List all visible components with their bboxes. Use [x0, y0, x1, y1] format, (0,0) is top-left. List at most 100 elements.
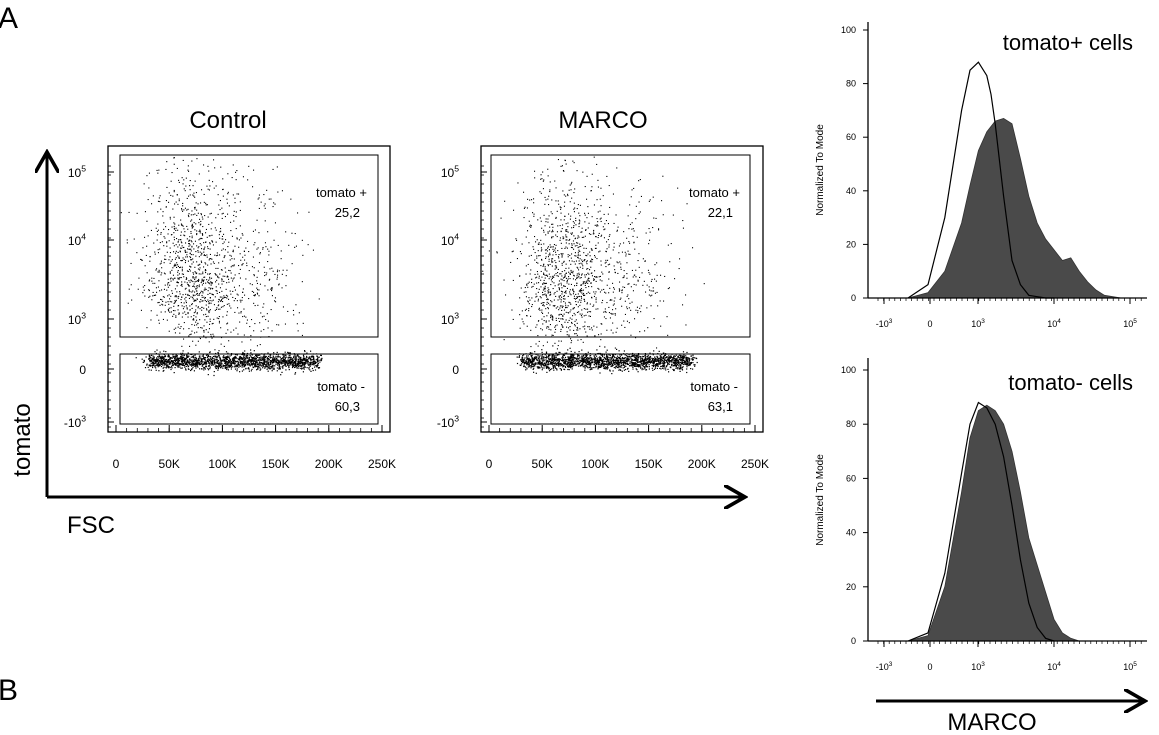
event-dot: [636, 365, 638, 367]
event-dot: [169, 284, 171, 286]
event-dot: [177, 365, 179, 367]
event-dot: [210, 360, 212, 362]
event-dot: [210, 333, 212, 335]
event-dot: [534, 351, 536, 353]
event-dot: [208, 189, 210, 191]
event-dot: [211, 293, 213, 295]
event-dot: [199, 218, 201, 220]
event-dot: [667, 357, 669, 359]
event-dot: [574, 351, 576, 353]
event-dot: [529, 352, 531, 354]
event-dot: [569, 363, 571, 365]
event-dot: [185, 365, 187, 367]
event-dot: [253, 244, 255, 246]
event-dot: [686, 364, 689, 366]
gate-percent-negative: 60,3: [335, 399, 360, 414]
event-dot: [541, 367, 544, 369]
event-dot: [608, 363, 610, 365]
event-dot: [273, 359, 275, 361]
event-dot: [664, 359, 666, 361]
event-dot: [672, 359, 674, 361]
event-dot: [217, 275, 219, 277]
event-dot: [308, 358, 310, 360]
event-dot: [234, 362, 236, 364]
event-dot: [148, 296, 150, 298]
event-dot: [164, 355, 167, 357]
event-dot: [645, 364, 647, 366]
event-dot: [185, 302, 187, 304]
event-dot: [136, 252, 138, 254]
event-dot: [182, 257, 184, 259]
event-dot: [251, 368, 253, 370]
event-dot: [215, 286, 217, 288]
event-dot: [173, 251, 175, 253]
event-dot: [310, 350, 312, 352]
event-dot: [154, 361, 157, 363]
event-dot: [221, 280, 223, 282]
event-dot: [533, 358, 535, 360]
event-dot: [191, 307, 193, 309]
event-dot: [174, 277, 176, 279]
event-dot: [644, 355, 646, 357]
event-dot: [205, 202, 207, 204]
event-dot: [686, 359, 688, 361]
event-dot: [552, 361, 554, 364]
event-dot: [221, 296, 223, 298]
event-dot: [195, 367, 197, 369]
event-dot: [285, 285, 287, 287]
event-dot: [149, 256, 151, 258]
event-dot: [209, 357, 211, 359]
event-dot: [175, 354, 177, 356]
event-dot: [528, 364, 530, 366]
event-dot: [284, 351, 286, 353]
event-dot: [303, 361, 305, 363]
event-dot: [174, 300, 176, 302]
event-dot: [597, 360, 599, 362]
event-dot: [171, 172, 173, 174]
event-dot: [247, 359, 250, 361]
event-dot: [220, 228, 222, 230]
event-dot: [294, 365, 296, 367]
event-dot: [533, 356, 535, 358]
event-dot: [298, 312, 300, 314]
event-dot: [206, 254, 208, 256]
event-dot: [151, 364, 153, 366]
event-dot: [544, 364, 546, 366]
x-axis-label: FSC: [67, 512, 115, 539]
event-dot: [648, 368, 650, 370]
event-dot: [632, 363, 635, 365]
event-dot: [523, 364, 525, 366]
event-dot: [226, 356, 229, 359]
event-dot: [200, 223, 202, 225]
event-dot: [315, 353, 318, 355]
event-dot: [264, 285, 266, 287]
y-tick-label: -103: [64, 414, 86, 430]
event-dot: [304, 362, 306, 364]
event-dot: [205, 288, 207, 290]
event-dot: [189, 252, 191, 254]
event-dot: [618, 365, 621, 367]
event-dot: [198, 222, 200, 224]
event-dot: [221, 235, 223, 237]
event-dot: [207, 315, 209, 317]
event-dot: [299, 363, 301, 365]
event-dot: [590, 364, 592, 366]
event-dot: [634, 365, 636, 367]
event-dot: [244, 294, 246, 296]
event-dot: [200, 237, 202, 239]
event-dot: [645, 366, 647, 368]
event-dot: [227, 213, 229, 215]
event-dot: [194, 294, 196, 296]
event-dot: [632, 368, 634, 370]
event-dot: [657, 358, 659, 360]
event-dot: [285, 365, 287, 367]
event-dot: [542, 356, 544, 358]
event-dot: [239, 357, 241, 359]
event-dot: [189, 244, 191, 246]
event-dot: [180, 367, 182, 369]
event-dot: [199, 229, 201, 231]
event-dot: [260, 201, 262, 203]
event-dot: [653, 362, 655, 364]
event-dot: [696, 361, 698, 364]
event-dot: [548, 360, 550, 362]
